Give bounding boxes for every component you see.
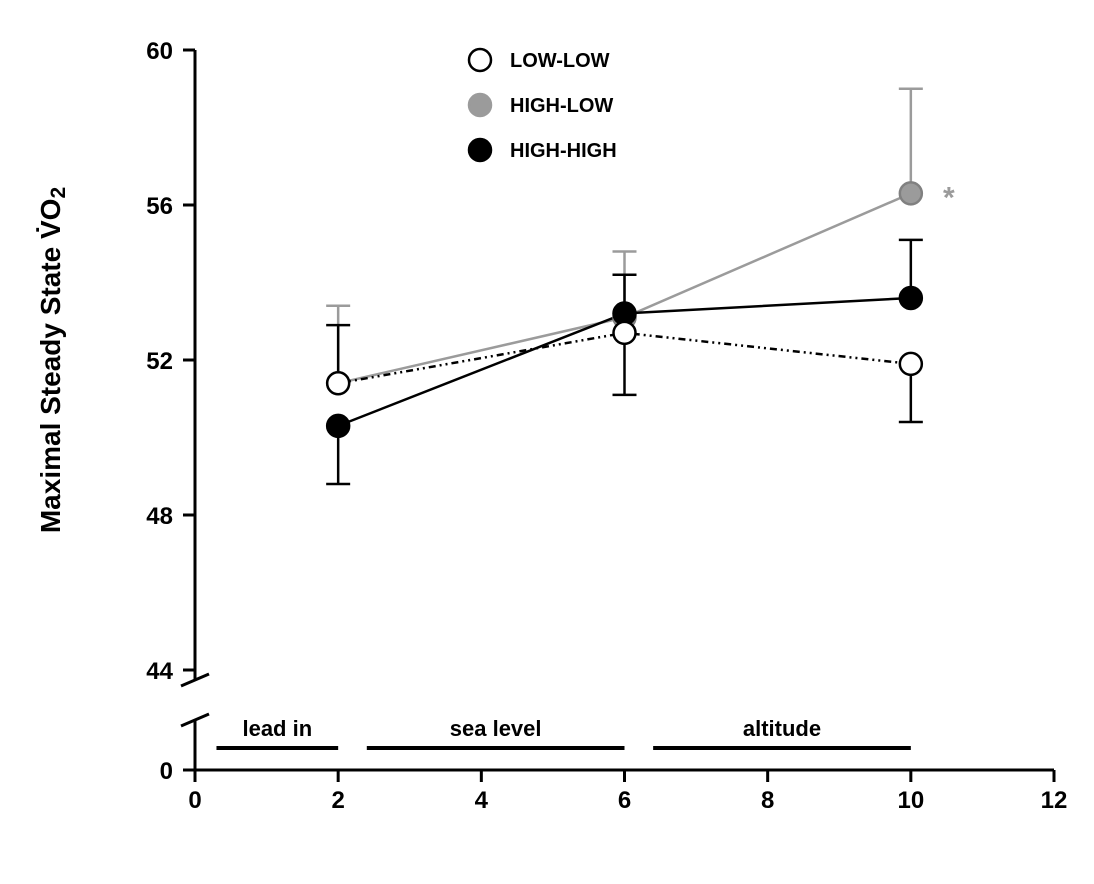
chart-container: 44 48 52 56 60 0 Maximal Steady State V̇O2 0 2 4 6… — [0, 0, 1094, 884]
legend-marker — [469, 139, 491, 161]
x-tick-label: 8 — [761, 787, 774, 814]
data-marker — [614, 322, 636, 344]
phase-label: sea level — [450, 716, 542, 741]
data-marker — [327, 372, 349, 394]
x-tick-label: 12 — [1041, 787, 1068, 814]
x-tick-label: 4 — [475, 787, 489, 814]
y-tick-label: 52 — [146, 348, 173, 375]
phase-label: altitude — [743, 716, 821, 741]
legend-label: LOW-LOW — [510, 50, 610, 72]
legend-marker — [469, 94, 491, 116]
chart-svg: 44 48 52 56 60 0 Maximal Steady State V̇O2 0 2 4 6… — [0, 0, 1094, 884]
y-tick-label: 0 — [160, 758, 173, 785]
y-tick-label: 60 — [146, 38, 173, 65]
y-axis-label: Maximal Steady State V̇O2 — [35, 187, 70, 533]
x-tick-label: 6 — [618, 787, 631, 814]
data-marker — [327, 415, 349, 437]
y-tick-label: 48 — [146, 503, 173, 530]
x-tick-label: 2 — [331, 787, 344, 814]
data-marker — [900, 353, 922, 375]
y-tick-label: 44 — [146, 658, 173, 685]
y-tick-label: 56 — [146, 193, 173, 220]
x-tick-label: 10 — [897, 787, 924, 814]
data-marker — [900, 287, 922, 309]
phase-label: lead in — [242, 716, 312, 741]
x-tick-label: 0 — [188, 787, 201, 814]
legend-marker — [469, 49, 491, 71]
significance-marker: * — [943, 181, 955, 214]
legend-label: HIGH-LOW — [510, 95, 613, 117]
legend-label: HIGH-HIGH — [510, 140, 617, 162]
data-marker — [900, 182, 922, 204]
